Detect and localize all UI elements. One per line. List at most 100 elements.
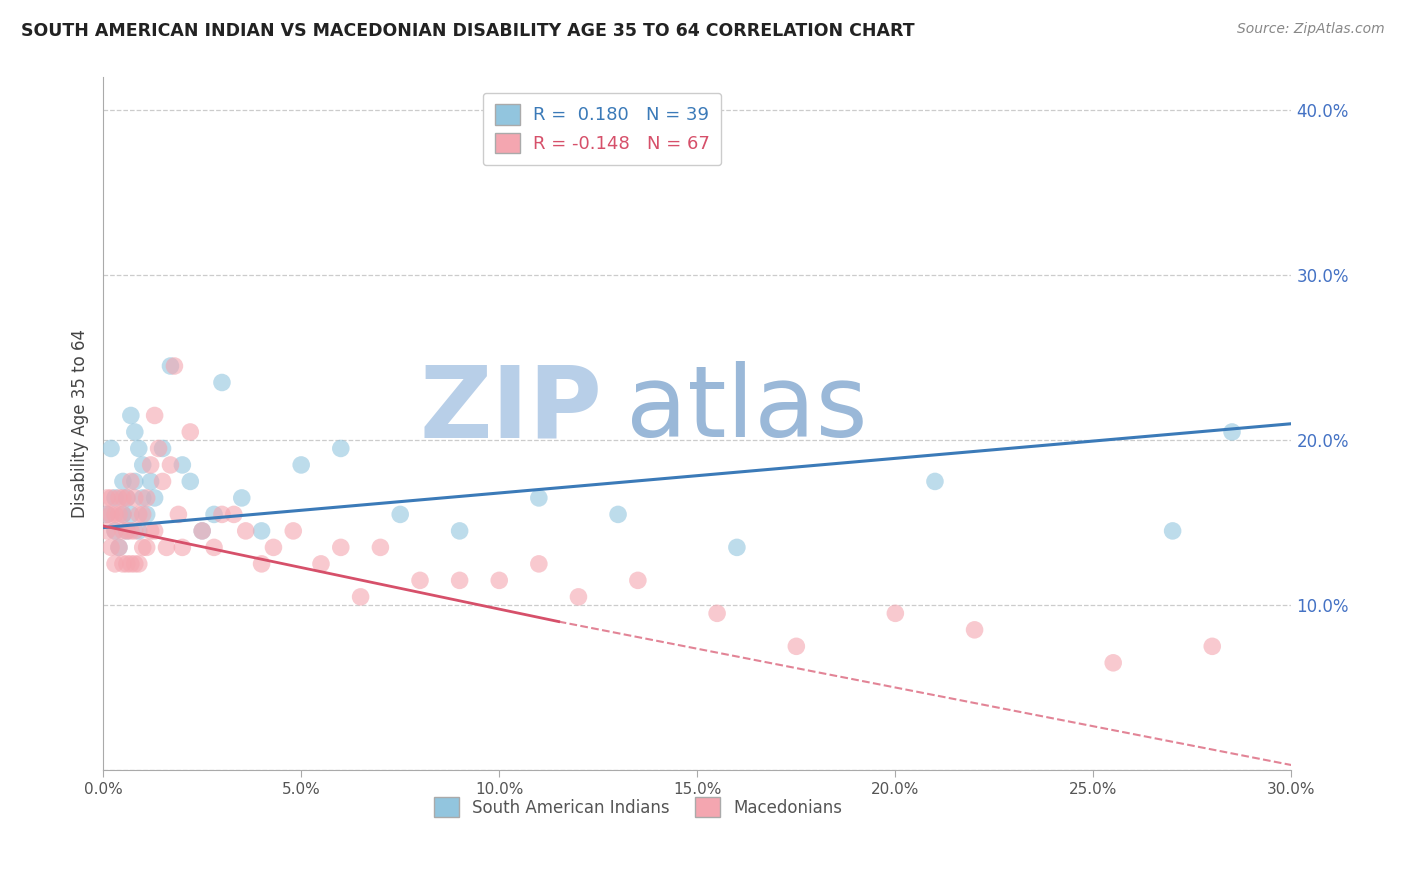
- Point: [115, 524, 138, 538]
- Point: [100, 508, 122, 522]
- Point: [250, 557, 273, 571]
- Point: [329, 541, 352, 555]
- Y-axis label: Disability Age 35 to 64: Disability Age 35 to 64: [72, 329, 89, 518]
- Point: [488, 574, 510, 588]
- Point: [449, 574, 471, 588]
- Point: [1161, 524, 1184, 538]
- Point: [111, 508, 134, 522]
- Point: [250, 524, 273, 538]
- Point: [115, 491, 138, 505]
- Point: [139, 475, 162, 489]
- Point: [104, 491, 127, 505]
- Point: [349, 590, 371, 604]
- Point: [111, 524, 134, 538]
- Point: [120, 557, 142, 571]
- Point: [202, 541, 225, 555]
- Point: [167, 508, 190, 522]
- Point: [124, 557, 146, 571]
- Point: [231, 491, 253, 505]
- Point: [409, 574, 432, 588]
- Text: SOUTH AMERICAN INDIAN VS MACEDONIAN DISABILITY AGE 35 TO 64 CORRELATION CHART: SOUTH AMERICAN INDIAN VS MACEDONIAN DISA…: [21, 22, 915, 40]
- Point: [128, 508, 150, 522]
- Point: [309, 557, 332, 571]
- Point: [132, 458, 155, 472]
- Point: [202, 508, 225, 522]
- Point: [111, 508, 134, 522]
- Point: [607, 508, 630, 522]
- Point: [163, 359, 186, 373]
- Point: [120, 524, 142, 538]
- Point: [108, 541, 131, 555]
- Point: [1201, 640, 1223, 654]
- Point: [389, 508, 412, 522]
- Point: [527, 491, 550, 505]
- Point: [222, 508, 245, 522]
- Point: [963, 623, 986, 637]
- Point: [120, 409, 142, 423]
- Point: [139, 458, 162, 472]
- Point: [132, 508, 155, 522]
- Point: [96, 491, 118, 505]
- Point: [120, 475, 142, 489]
- Point: [135, 491, 157, 505]
- Point: [884, 607, 907, 621]
- Point: [104, 508, 127, 522]
- Point: [211, 376, 233, 390]
- Point: [290, 458, 312, 472]
- Point: [152, 442, 174, 456]
- Point: [139, 524, 162, 538]
- Point: [124, 425, 146, 439]
- Point: [725, 541, 748, 555]
- Point: [567, 590, 589, 604]
- Point: [172, 541, 194, 555]
- Point: [100, 442, 122, 456]
- Point: [159, 458, 181, 472]
- Point: [135, 508, 157, 522]
- Point: [191, 524, 214, 538]
- Point: [124, 524, 146, 538]
- Text: ZIP: ZIP: [419, 361, 602, 458]
- Point: [627, 574, 650, 588]
- Point: [155, 541, 177, 555]
- Point: [111, 557, 134, 571]
- Point: [132, 491, 155, 505]
- Point: [115, 491, 138, 505]
- Point: [785, 640, 807, 654]
- Point: [124, 475, 146, 489]
- Point: [235, 524, 257, 538]
- Point: [159, 359, 181, 373]
- Point: [143, 524, 166, 538]
- Point: [152, 475, 174, 489]
- Point: [132, 541, 155, 555]
- Point: [104, 524, 127, 538]
- Point: [96, 508, 118, 522]
- Point: [143, 409, 166, 423]
- Point: [124, 491, 146, 505]
- Point: [179, 425, 201, 439]
- Point: [108, 541, 131, 555]
- Point: [329, 442, 352, 456]
- Point: [96, 508, 118, 522]
- Point: [135, 541, 157, 555]
- Point: [211, 508, 233, 522]
- Point: [1220, 425, 1243, 439]
- Point: [104, 524, 127, 538]
- Point: [191, 524, 214, 538]
- Text: Source: ZipAtlas.com: Source: ZipAtlas.com: [1237, 22, 1385, 37]
- Point: [283, 524, 305, 538]
- Point: [924, 475, 946, 489]
- Point: [120, 508, 142, 522]
- Point: [104, 557, 127, 571]
- Point: [108, 491, 131, 505]
- Point: [111, 491, 134, 505]
- Point: [172, 458, 194, 472]
- Point: [143, 491, 166, 505]
- Point: [128, 557, 150, 571]
- Point: [128, 524, 150, 538]
- Point: [115, 524, 138, 538]
- Point: [108, 508, 131, 522]
- Text: atlas: atlas: [626, 361, 868, 458]
- Point: [527, 557, 550, 571]
- Point: [100, 491, 122, 505]
- Point: [449, 524, 471, 538]
